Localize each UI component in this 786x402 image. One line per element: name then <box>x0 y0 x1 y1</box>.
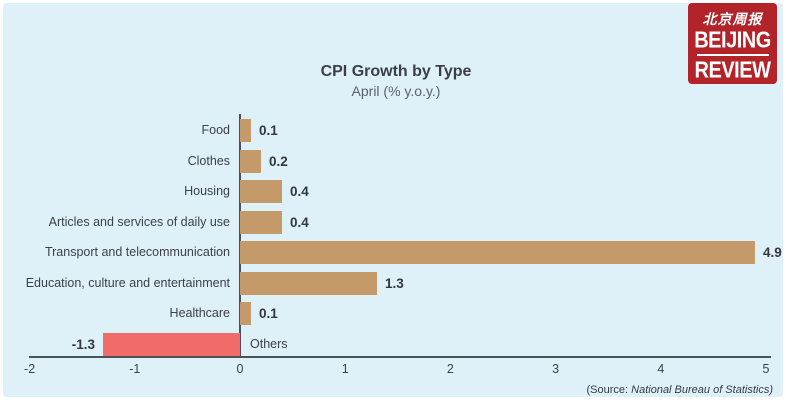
value-label-education-culture-and-entertainment: 1.3 <box>385 276 404 291</box>
x-tick-label-3: 3 <box>552 362 560 376</box>
source-credit: (Source: National Bureau of Statistics) <box>587 384 774 396</box>
value-label-transport-and-telecommunication: 4.9 <box>763 245 782 260</box>
logo-review-text: REVIEW <box>694 58 771 84</box>
category-label-healthcare: Healthcare <box>169 306 230 320</box>
beijing-review-logo: 北京周报 BEIJING REVIEW <box>688 3 777 84</box>
source-name: National Bureau of Statistics) <box>631 384 773 396</box>
category-label-others: Others <box>250 337 288 351</box>
value-label-housing: 0.4 <box>290 184 309 199</box>
bar-education-culture-and-entertainment <box>240 272 377 295</box>
value-label-articles-and-services-of-daily-use: 0.4 <box>290 215 309 230</box>
category-label-housing: Housing <box>184 184 230 198</box>
value-label-food: 0.1 <box>259 123 278 138</box>
logo-divider <box>696 54 769 56</box>
category-label-articles-and-services-of-daily-use: Articles and services of daily use <box>48 215 230 229</box>
category-label-transport-and-telecommunication: Transport and telecommunication <box>44 245 230 259</box>
x-axis-line <box>29 356 771 358</box>
bar-others <box>103 333 240 356</box>
bar-food <box>240 119 251 142</box>
bar-clothes <box>240 150 261 173</box>
value-label-healthcare: 0.1 <box>259 306 278 321</box>
bar-housing <box>240 180 282 203</box>
bar-transport-and-telecommunication <box>240 241 755 264</box>
bar-articles-and-services-of-daily-use <box>240 211 282 234</box>
x-tick-label-0: 0 <box>236 362 244 376</box>
value-label-others: -1.3 <box>71 337 95 352</box>
category-label-education-culture-and-entertainment: Education, culture and entertainment <box>25 276 230 290</box>
value-label-clothes: 0.2 <box>269 154 288 169</box>
x-tick-label-4: 4 <box>657 362 665 376</box>
x-tick-label--2: -2 <box>24 362 36 376</box>
chart-panel: 北京周报 BEIJING REVIEW CPI Growth by Type A… <box>3 3 783 397</box>
logo-beijing-text: BEIJING <box>694 28 771 54</box>
source-prefix: (Source: <box>586 384 632 396</box>
category-label-clothes: Clothes <box>187 154 230 168</box>
x-tick-label--1: -1 <box>129 362 141 376</box>
x-tick-label-1: 1 <box>341 362 349 376</box>
bar-healthcare <box>240 302 251 325</box>
chart-title: CPI Growth by Type <box>320 63 472 80</box>
zero-baseline-axis <box>239 114 241 358</box>
logo-chinese-text: 北京周报 <box>702 11 763 27</box>
x-tick-label-2: 2 <box>446 362 454 376</box>
category-label-food: Food <box>201 123 231 137</box>
chart-subtitle: April (% y.o.y.) <box>351 83 441 99</box>
x-tick-label-5: 5 <box>762 362 770 376</box>
